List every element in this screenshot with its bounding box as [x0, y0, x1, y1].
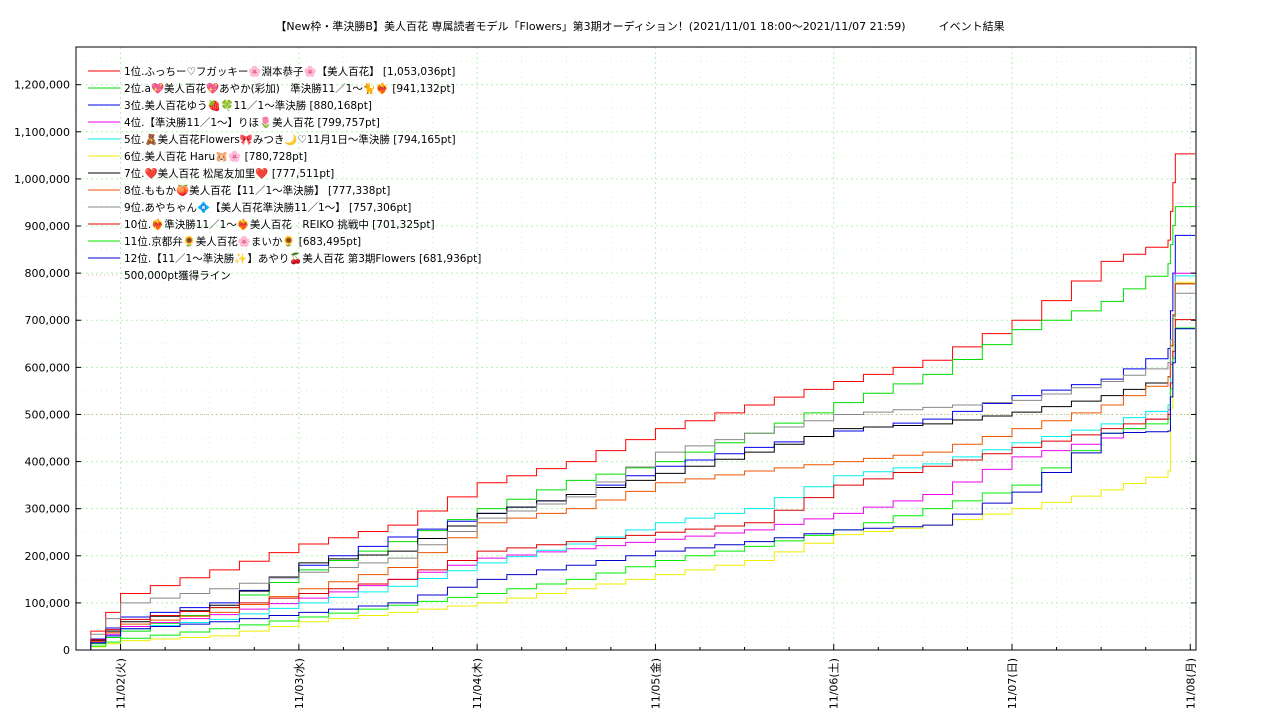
series-line — [76, 153, 1195, 651]
legend-entry: 5位.🧸美人百花Flowers🎀みつき🌙♡11月1日〜準決勝 [794,165p… — [124, 133, 456, 146]
y-tick-label: 600,000 — [25, 361, 71, 374]
plot-frame — [75, 46, 1197, 651]
legend-entry: 7位.❤️美人百花 松尾友加里❤️ [777,511pt] — [124, 167, 334, 180]
series-line — [76, 327, 1195, 651]
legend-entry-reference: 500,000pt獲得ライン — [124, 269, 231, 282]
legend-entry: 2位.a💖美人百花💖あやか(彩加) 準決勝11／1〜🐈❤️‍🔥 [941,132… — [124, 82, 455, 95]
legend-entry: 4位.【準決勝11／1〜】りほ🌷美人百花 [799,757pt] — [124, 116, 380, 129]
x-tick-label: 11/08(月) — [1184, 658, 1197, 709]
series-line — [76, 234, 1195, 651]
y-tick-label: 500,000 — [25, 408, 71, 421]
legend-entry: 6位.美人百花 Haru🐹🌸 [780,728pt] — [124, 150, 307, 163]
legend-entry: 3位.美人百花ゆう🍓🍀11／1〜準決勝 [880,168pt] — [124, 99, 372, 112]
y-tick-label: 1,100,000 — [14, 126, 70, 139]
series-line — [76, 206, 1195, 651]
series-line — [76, 292, 1195, 651]
legend-entry: 10位.❤️‍🔥準決勝11／1〜❤️‍🔥美人百花 REIKO 挑戦中 [701,… — [124, 218, 435, 231]
series-line — [76, 319, 1195, 651]
series-line — [76, 283, 1195, 651]
series-line — [76, 281, 1195, 651]
chart-title: 【New枠・準決勝B】美人百花 専属読者モデル「Flowers」第3期オーディシ… — [275, 20, 1005, 33]
x-tick-label: 11/06(土) — [828, 658, 841, 709]
legend-entry: 11位.京都弁🌻美人百花🌸まいか🌻 [683,495pt] — [124, 235, 361, 248]
x-tick-label: 11/07(日) — [1006, 658, 1019, 709]
y-tick-label: 1,000,000 — [14, 173, 70, 186]
y-tick-label: 100,000 — [25, 597, 71, 610]
x-tick-label: 11/02(火) — [115, 658, 128, 709]
series-line — [76, 272, 1195, 651]
legend-entry: 8位.ももか🍑美人百花【11／1〜準決勝】 [777,338pt] — [124, 184, 390, 197]
x-tick-label: 11/05(金) — [648, 658, 662, 709]
x-tick-label: 11/03(水) — [293, 658, 306, 709]
series-line — [76, 275, 1195, 651]
y-tick-label: 300,000 — [25, 503, 71, 516]
legend-entry: 1位.ふっちー♡フガッキー🌸淵本恭子🌸【美人百花】 [1,053,036pt] — [124, 65, 455, 78]
legend-entry: 9位.あやちゃん💠【美人百花準決勝11／1〜】 [757,306pt] — [124, 201, 411, 214]
y-tick-label: 700,000 — [25, 314, 71, 327]
x-tick-label: 11/04(木) — [471, 658, 484, 709]
y-tick-label: 0 — [63, 644, 70, 657]
y-tick-label: 1,200,000 — [14, 79, 70, 92]
y-tick-label: 400,000 — [25, 456, 71, 469]
y-tick-label: 900,000 — [25, 220, 71, 233]
series-line — [76, 283, 1195, 651]
y-tick-label: 800,000 — [25, 267, 71, 280]
series-line — [76, 328, 1195, 651]
legend-entry: 12位.【11／1〜準決勝✨】あやり🍒美人百花 第3期Flowers [681,… — [124, 252, 481, 265]
y-tick-label: 200,000 — [25, 550, 71, 563]
